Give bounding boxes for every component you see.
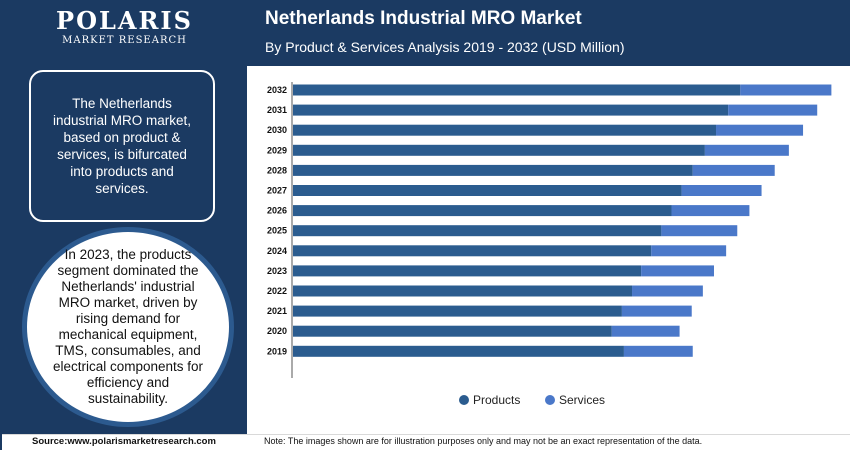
y-tick-label-2028: 2028 xyxy=(267,165,287,175)
y-tick-label-2019: 2019 xyxy=(267,346,287,356)
bar-services-2020 xyxy=(611,325,680,337)
bar-services-2025 xyxy=(661,225,738,237)
brand-logo: POLARIS MARKET RESEARCH xyxy=(42,8,207,58)
bar-products-2024 xyxy=(293,245,652,257)
summary-box: The Netherlands industrial MRO market, b… xyxy=(29,70,215,222)
bar-services-2031 xyxy=(728,104,818,116)
y-tick-label-2031: 2031 xyxy=(267,105,287,115)
highlight-circle: In 2023, the products segment dominated … xyxy=(22,227,234,427)
bar-products-2022 xyxy=(293,285,633,297)
chart-subtitle: By Product & Services Analysis 2019 - 20… xyxy=(265,39,625,55)
tick-labels-group: 2019 2020 2021 2022 2023 2024 2025 2026 2027 2028… xyxy=(267,85,287,356)
left-panel: POLARIS MARKET RESEARCH The Netherlands … xyxy=(2,2,247,434)
y-tick-label-2029: 2029 xyxy=(267,145,287,155)
footer: Source:www.polarismarketresearch.com Not… xyxy=(2,434,850,452)
legend: Products Services xyxy=(459,393,605,407)
bar-services-2029 xyxy=(704,144,789,156)
bar-products-2031 xyxy=(293,104,729,116)
legend-marker-services xyxy=(545,395,555,405)
legend-label-services: Services xyxy=(559,393,605,407)
legend-marker-products xyxy=(459,395,469,405)
bar-services-2028 xyxy=(692,164,775,176)
bar-products-2021 xyxy=(293,305,622,317)
bar-services-2023 xyxy=(641,265,714,277)
bar-products-2030 xyxy=(293,124,717,136)
bar-services-2021 xyxy=(621,305,692,317)
bar-services-2024 xyxy=(651,245,727,257)
chart-area: 2019 2020 2021 2022 2023 2024 2025 2026 2027 2028… xyxy=(247,66,850,434)
summary-text: The Netherlands industrial MRO market, b… xyxy=(52,96,192,196)
bar-products-2026 xyxy=(293,205,672,217)
bar-chart: 2019 2020 2021 2022 2023 2024 2025 2026 2027 2028… xyxy=(267,82,832,407)
source-text: Source:www.polarismarketresearch.com xyxy=(32,436,216,447)
y-tick-label-2024: 2024 xyxy=(267,246,287,256)
y-tick-label-2032: 2032 xyxy=(267,85,287,95)
bar-products-2029 xyxy=(293,144,705,156)
bar-services-2027 xyxy=(681,185,762,196)
legend-label-products: Products xyxy=(473,393,520,407)
chart-header: Netherlands Industrial MRO Market By Pro… xyxy=(247,2,850,66)
bar-services-2030 xyxy=(716,124,804,136)
y-tick-label-2023: 2023 xyxy=(267,266,287,276)
bar-products-2028 xyxy=(293,164,693,176)
brand-name: POLARIS xyxy=(56,6,193,35)
bars-group xyxy=(293,84,832,357)
y-tick-label-2030: 2030 xyxy=(267,125,287,135)
disclaimer-note: Note: The images shown are for illustrat… xyxy=(264,436,703,446)
chart-title: Netherlands Industrial MRO Market xyxy=(265,8,582,29)
bar-products-2032 xyxy=(293,84,741,96)
bar-products-2027 xyxy=(293,185,682,196)
bar-services-2026 xyxy=(671,205,750,217)
bar-services-2032 xyxy=(740,84,832,96)
bar-products-2019 xyxy=(293,345,624,357)
bar-products-2025 xyxy=(293,225,662,237)
y-tick-label-2021: 2021 xyxy=(267,306,287,316)
bar-services-2019 xyxy=(623,345,693,357)
y-tick-label-2027: 2027 xyxy=(267,186,287,196)
brand-tagline: MARKET RESEARCH xyxy=(62,35,187,46)
highlight-text: In 2023, the products segment dominated … xyxy=(52,247,204,406)
bar-products-2023 xyxy=(293,265,642,277)
y-tick-label-2022: 2022 xyxy=(267,286,287,296)
bar-services-2022 xyxy=(632,285,703,297)
bar-products-2020 xyxy=(293,325,612,337)
y-tick-label-2025: 2025 xyxy=(267,226,287,236)
y-tick-label-2026: 2026 xyxy=(267,206,287,216)
y-tick-label-2020: 2020 xyxy=(267,326,287,336)
